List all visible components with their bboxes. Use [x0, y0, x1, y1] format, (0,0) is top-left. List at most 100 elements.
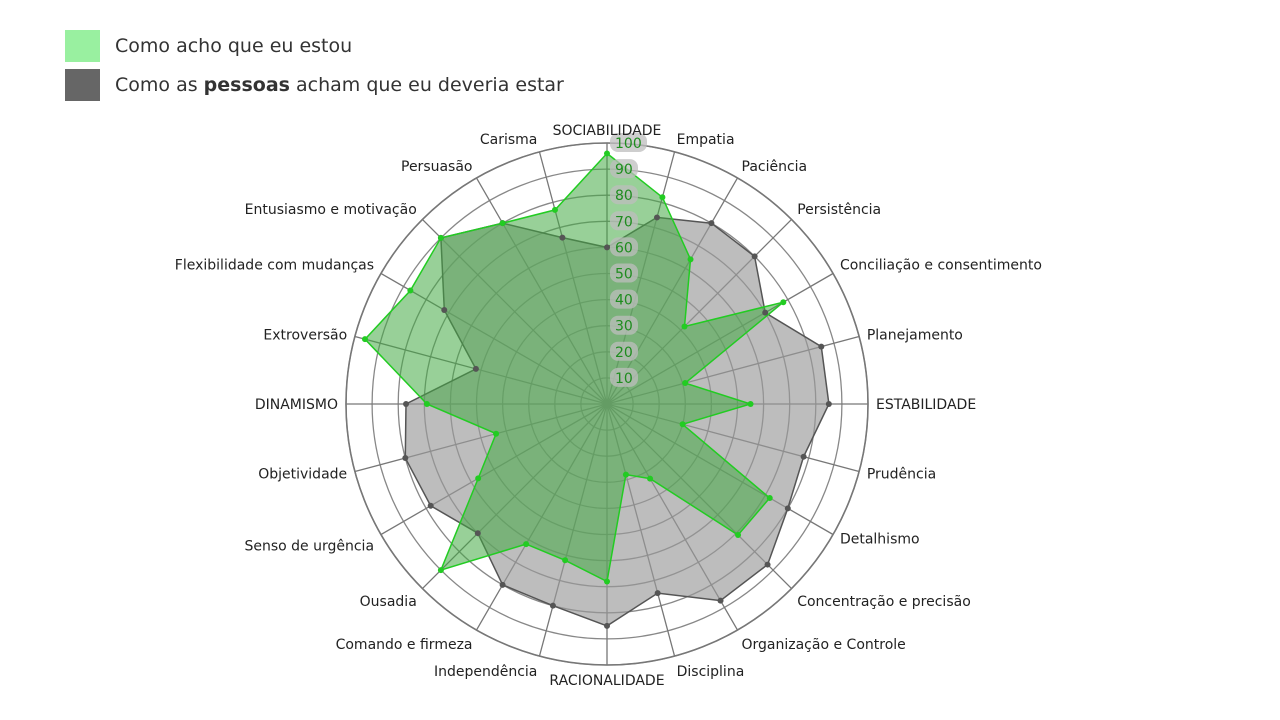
series-point-0	[604, 244, 610, 251]
series-point-0	[654, 590, 661, 597]
legend-swatch-others	[65, 69, 100, 101]
tick-badge	[610, 367, 638, 387]
axis-label: Comando e firmeza	[336, 637, 473, 653]
series-point-1	[499, 220, 506, 227]
series-point-0	[441, 307, 448, 314]
series-point-1	[361, 336, 368, 343]
axis-label: Independência	[434, 664, 537, 680]
tick-badge	[610, 237, 638, 257]
axis-label: Persuasão	[401, 159, 473, 175]
series-point-1	[622, 471, 629, 478]
tick-label: 60	[615, 240, 633, 256]
legend-item-self[interactable]: Como acho que eu estou	[65, 30, 564, 62]
series-point-1	[659, 194, 666, 201]
series-point-0	[403, 401, 410, 407]
series-point-0	[818, 343, 825, 350]
axis-label: Carisma	[480, 132, 538, 148]
legend: Como acho que eu estou Como as pessoas a…	[65, 30, 564, 108]
series-point-1	[523, 541, 530, 548]
tick-label: 70	[615, 214, 633, 230]
axis-label: Empatia	[677, 132, 735, 148]
series-point-1	[437, 567, 444, 574]
series-point-1	[423, 401, 430, 407]
tick-label: 30	[615, 319, 633, 335]
series-point-1	[766, 494, 773, 501]
tick-badge	[610, 133, 647, 152]
tick-label: 80	[615, 188, 633, 204]
series-point-0	[472, 365, 479, 372]
tick-badge	[610, 341, 638, 361]
axis-label: Ousadia	[360, 594, 417, 610]
axis-label: Extroversão	[263, 327, 347, 343]
tick-label: 50	[615, 267, 633, 283]
series-point-1	[780, 299, 787, 306]
axis-label: DINAMISMO	[255, 397, 338, 413]
series-point-1	[735, 532, 742, 539]
series-point-1	[679, 421, 686, 428]
series-point-0	[751, 253, 758, 260]
series-point-0	[784, 505, 791, 512]
series-point-1	[604, 150, 610, 157]
series-point-0	[499, 581, 506, 588]
series-point-0	[800, 453, 807, 460]
tick-badge	[610, 315, 638, 335]
axis-labels: SOCIABILIDADE Empatia Paciência Persistênci…	[175, 123, 1042, 689]
radial-tick-labels: 10 20 30 40 50 60 70 80 90 100	[610, 133, 647, 387]
axis-label: Persistência	[797, 202, 881, 218]
series-point-0	[708, 220, 715, 227]
axis-label: ESTABILIDADE	[876, 397, 976, 413]
series-point-1	[407, 287, 414, 294]
series-point-0	[764, 561, 771, 568]
series-point-0	[402, 455, 409, 462]
series-point-0	[474, 530, 481, 537]
series-point-1	[681, 323, 688, 330]
tick-label: 20	[615, 345, 633, 361]
axis-label: Entusiasmo e motivação	[245, 202, 417, 218]
axis-label: Planejamento	[867, 327, 963, 343]
series-point-0	[717, 597, 724, 604]
axis-label: Disciplina	[677, 664, 745, 680]
series-point-1	[604, 578, 610, 585]
series-point-0	[762, 309, 769, 316]
axis-label: Prudência	[867, 467, 936, 483]
legend-label-self: Como acho que eu estou	[115, 35, 353, 57]
series-point-0	[604, 622, 610, 629]
series-point-1	[475, 475, 482, 482]
axis-label: Senso de urgência	[244, 539, 374, 555]
tick-badge	[610, 263, 638, 283]
series-point-1	[687, 256, 694, 263]
series-point-0	[653, 214, 660, 221]
axis-label: Paciência	[742, 159, 808, 175]
tick-badge	[610, 185, 638, 205]
series-point-1	[682, 380, 689, 387]
tick-badge	[610, 211, 638, 231]
series-point-1	[551, 206, 558, 213]
legend-swatch-self	[65, 30, 100, 62]
series-point-1	[437, 234, 444, 241]
tick-badge	[610, 159, 638, 179]
tick-label: 40	[615, 293, 633, 309]
series-point-0	[549, 602, 556, 609]
axis-label: Objetividade	[258, 467, 347, 483]
axis-label: RACIONALIDADE	[549, 673, 664, 689]
series-point-0	[825, 401, 832, 407]
tick-label: 10	[615, 371, 633, 387]
axis-label: Organização e Controle	[742, 637, 906, 653]
series-point-0	[427, 502, 434, 509]
legend-item-others[interactable]: Como as pessoas acham que eu deveria est…	[65, 69, 564, 101]
axis-label: Conciliação e consentimento	[840, 258, 1042, 274]
tick-badge	[610, 289, 638, 309]
series-point-1	[747, 401, 754, 407]
series-point-1	[647, 475, 654, 482]
axis-label: Concentração e precisão	[797, 594, 971, 610]
legend-label-others: Como as pessoas acham que eu deveria est…	[115, 74, 564, 96]
series-point-1	[493, 430, 500, 437]
axis-label: Flexibilidade com mudanças	[175, 258, 374, 274]
axis-label: SOCIABILIDADE	[553, 123, 662, 139]
series-point-1	[562, 557, 569, 564]
tick-label: 100	[615, 136, 642, 152]
tick-label: 90	[615, 162, 633, 178]
axis-label: Detalhismo	[840, 532, 920, 548]
series-point-0	[559, 234, 566, 241]
